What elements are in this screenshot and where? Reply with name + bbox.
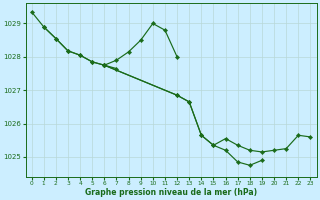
X-axis label: Graphe pression niveau de la mer (hPa): Graphe pression niveau de la mer (hPa): [85, 188, 257, 197]
